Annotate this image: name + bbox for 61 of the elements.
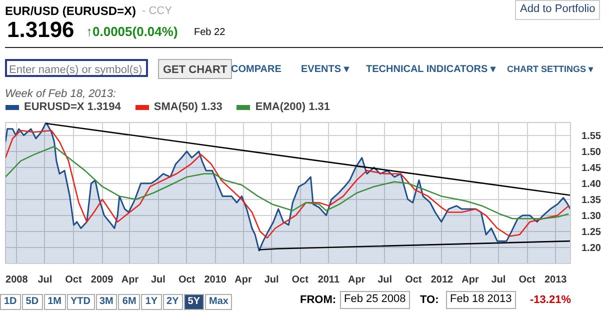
x-tick-label: Oct: [518, 274, 536, 286]
x-tick-label: 2011: [318, 274, 340, 286]
line-series: [6, 146, 570, 220]
x-tick-label: Oct: [178, 274, 196, 286]
legend-label: EMA(200) 1.31: [255, 101, 330, 113]
x-tick-label: Oct: [405, 274, 422, 286]
text: 1Y: [141, 294, 162, 310]
chart-subtitle: - CCY: [142, 4, 172, 19]
y-tick-label: 1.35: [582, 194, 602, 206]
x-tick-label: Jul: [151, 274, 166, 286]
text: 6M: [118, 294, 140, 310]
x-tick-label: Apr: [234, 274, 252, 286]
x-tick-label: 2010: [204, 274, 227, 286]
legend-title: Week of Feb 18, 2013:: [5, 88, 118, 100]
text: 1D: [0, 294, 21, 310]
y-tick-label: 1.20: [582, 242, 602, 254]
y-tick-label: 1.25: [582, 226, 602, 238]
text: Enter name(s) or symbol(s): [5, 59, 148, 77]
text: GET CHART: [158, 59, 232, 79]
legend-label: EURUSD=X 1.3194: [24, 101, 121, 113]
text: YTD: [66, 294, 94, 310]
text: 3M: [96, 294, 118, 310]
y-tick-label: 1.50: [582, 146, 602, 158]
text: COMPARE: [231, 63, 282, 77]
x-tick-label: Jul: [378, 274, 392, 286]
y-tick-label: 1.30: [582, 210, 602, 222]
x-tick-label: Jul: [491, 274, 506, 286]
chart-title: EUR/USD (EURUSD=X): [5, 3, 136, 20]
text: TECHNICAL INDICATORS ▾: [366, 63, 496, 77]
text: ↑0.0005(0.04%): [86, 23, 178, 41]
text: Feb 25 2008: [340, 291, 410, 309]
x-tick-label: 2013: [544, 274, 568, 286]
text: 5Y: [184, 294, 204, 310]
text: Max: [205, 294, 232, 310]
x-tick-label: Jul: [264, 274, 279, 286]
x-tick-label: Apr: [121, 274, 139, 286]
y-tick-label: 1.40: [582, 178, 602, 190]
text: EVENTS ▾: [301, 63, 349, 77]
text: Feb 18 2013: [446, 291, 516, 309]
text: CHART SETTINGS ▾: [507, 63, 594, 76]
text: FROM:: [300, 293, 336, 308]
y-tick-label: 1.55: [582, 130, 602, 142]
x-tick-label: 2012: [430, 274, 454, 286]
legend-label: SMA(50) 1.33: [154, 101, 222, 113]
text: Add to Portfolio: [515, 0, 600, 20]
text: -13.21%: [530, 293, 571, 308]
text: TO:: [420, 293, 439, 308]
x-tick-label: 2008: [6, 274, 28, 286]
text: Feb 22: [194, 26, 226, 40]
text: 2Y: [162, 294, 183, 310]
x-tick-label: Apr: [348, 274, 366, 286]
x-tick-label: 2009: [90, 274, 114, 286]
x-tick-label: Jul: [38, 274, 52, 286]
text: 1M: [44, 294, 66, 310]
line-series: [6, 130, 570, 239]
y-tick-label: 1.45: [582, 162, 602, 174]
text: 1.3196: [7, 17, 74, 44]
x-tick-label: Oct: [292, 274, 310, 286]
x-tick-label: Oct: [65, 274, 82, 286]
text: 5D: [22, 294, 43, 310]
x-tick-label: Apr: [462, 274, 479, 286]
